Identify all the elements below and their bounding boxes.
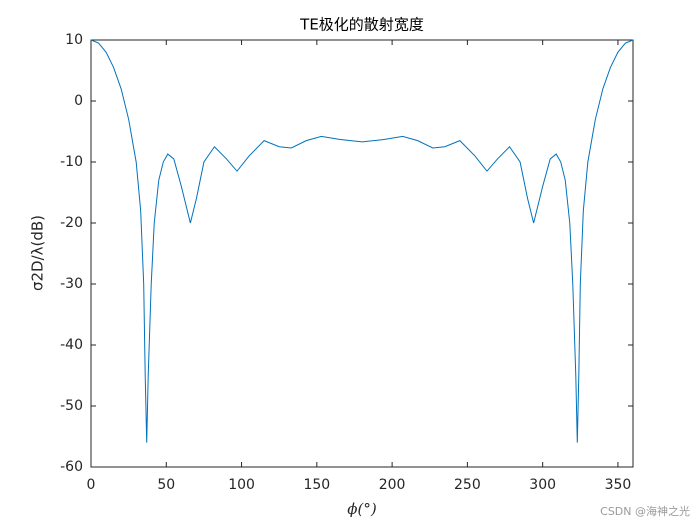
line bbox=[90, 39, 634, 443]
x-tick-label: 100 bbox=[228, 477, 255, 493]
chart-title: TE极化的散射宽度 bbox=[299, 16, 424, 34]
y-tick-label: 0 bbox=[74, 93, 83, 109]
x-tick-label: 300 bbox=[529, 477, 556, 493]
y-tick-label: -40 bbox=[60, 337, 83, 353]
y-tick-label: -60 bbox=[60, 459, 83, 475]
y-tick-label: -50 bbox=[60, 398, 83, 414]
x-tick-label: 50 bbox=[157, 477, 175, 493]
x-tick-label: 150 bbox=[303, 477, 330, 493]
x-tick-label: 350 bbox=[605, 477, 632, 493]
y-tick-label: -30 bbox=[60, 276, 83, 292]
x-tick-label: 250 bbox=[454, 477, 481, 493]
plot-frame bbox=[90, 39, 634, 468]
y-tick-label: -10 bbox=[60, 154, 83, 170]
x-tick-label: 0 bbox=[87, 477, 96, 493]
x-tick-label: 200 bbox=[379, 477, 406, 493]
x-axis-label: ϕ(°) bbox=[347, 500, 377, 518]
y-tick-label: 10 bbox=[65, 32, 83, 48]
y-tick-label: -20 bbox=[60, 215, 83, 231]
watermark: CSDN @海神之光 bbox=[600, 504, 690, 518]
y-axis-label: σ2D/λ(dB) bbox=[29, 215, 47, 291]
